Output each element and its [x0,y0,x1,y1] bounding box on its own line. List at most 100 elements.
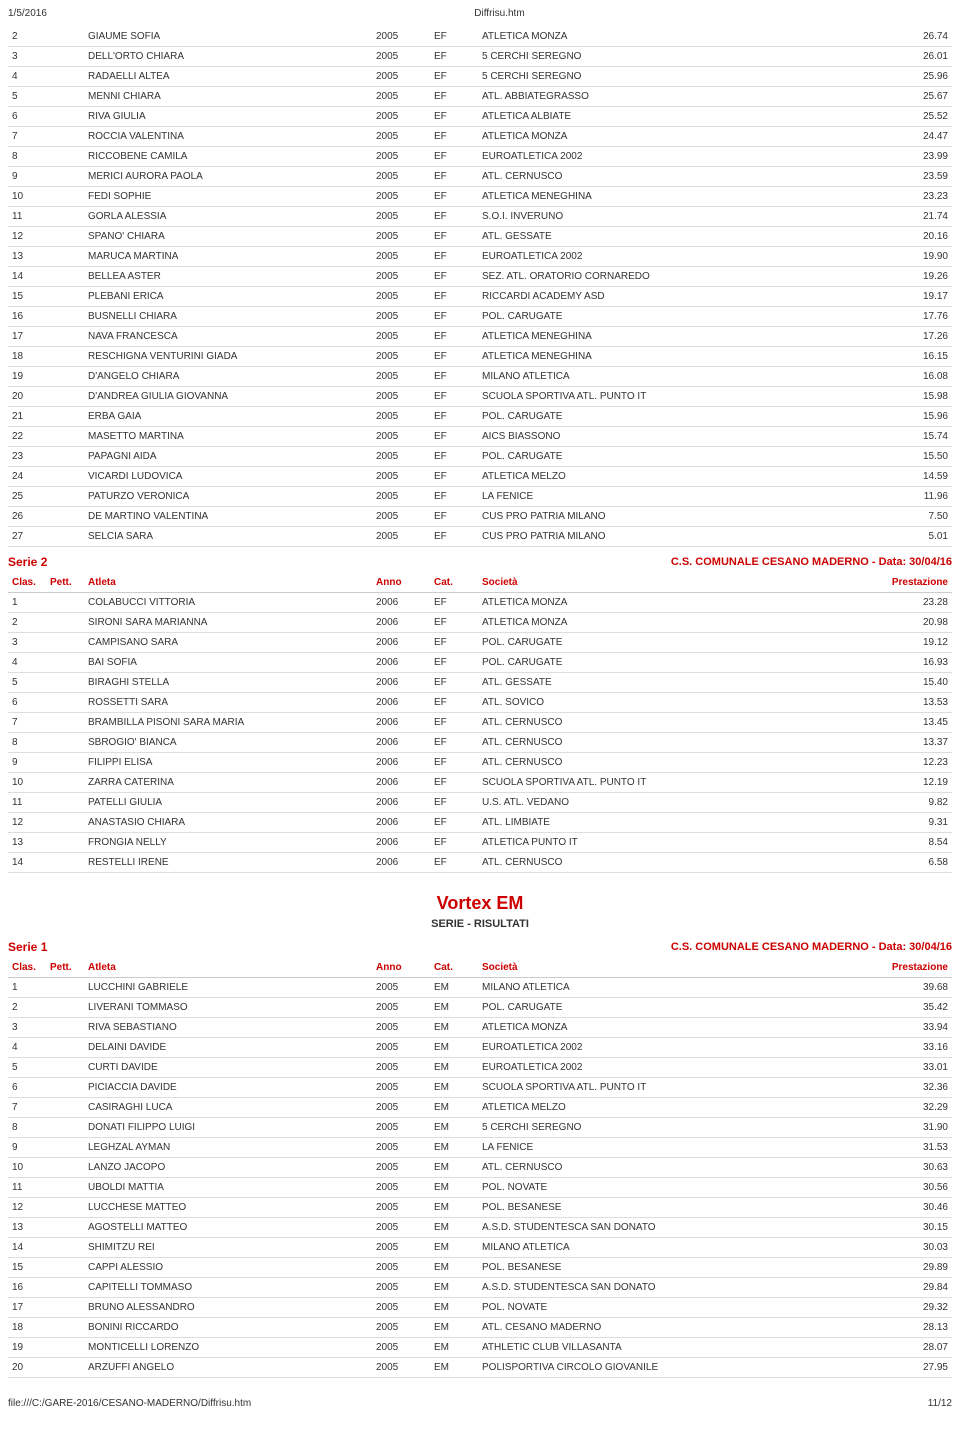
cell-prest: 32.36 [864,1078,952,1098]
cell-cat: EM [430,1358,478,1378]
cell-atleta: FILIPPI ELISA [84,753,372,773]
cell-clas: 2 [8,998,46,1018]
cell-atleta: CURTI DAVIDE [84,1058,372,1078]
cell-atleta: PAPAGNI AIDA [84,447,372,467]
cell-anno: 2005 [372,998,430,1018]
cell-anno: 2006 [372,833,430,853]
cell-prest: 39.68 [864,978,952,998]
cell-cat: EF [430,307,478,327]
cell-soc: EUROATLETICA 2002 [478,1038,864,1058]
cell-pett [46,167,84,187]
cell-clas: 2 [8,27,46,47]
cell-soc: SCUOLA SPORTIVA ATL. PUNTO IT [478,773,864,793]
cell-soc: MILANO ATLETICA [478,978,864,998]
cell-atleta: ERBA GAIA [84,407,372,427]
cell-clas: 3 [8,1018,46,1038]
cell-pett [46,1138,84,1158]
cell-prest: 17.26 [864,327,952,347]
cell-anno: 2005 [372,1018,430,1038]
cell-cat: EF [430,487,478,507]
cell-soc: ATLETICA MELZO [478,1098,864,1118]
cell-soc: ATL. CESANO MADERNO [478,1318,864,1338]
cell-soc: CUS PRO PATRIA MILANO [478,527,864,547]
cell-cat: EF [430,107,478,127]
cell-anno: 2005 [372,1218,430,1238]
column-header-anno: Anno [372,958,430,978]
cell-pett [46,487,84,507]
cell-atleta: FEDI SOPHIE [84,187,372,207]
column-header-clas: Clas. [8,958,46,978]
cell-anno: 2005 [372,1338,430,1358]
cell-prest: 7.50 [864,507,952,527]
column-header-cat: Cat. [430,958,478,978]
table-row: 26DE MARTINO VALENTINA2005EFCUS PRO PATR… [8,507,952,527]
table-row: 7BRAMBILLA PISONI SARA MARIA2006EFATL. C… [8,713,952,733]
cell-pett [46,247,84,267]
cell-anno: 2006 [372,813,430,833]
cell-clas: 5 [8,1058,46,1078]
cell-prest: 9.82 [864,793,952,813]
cell-atleta: LEGHZAL AYMAN [84,1138,372,1158]
column-header-clas: Clas. [8,573,46,593]
cell-prest: 25.52 [864,107,952,127]
cell-anno: 2005 [372,1138,430,1158]
cell-atleta: ROCCIA VALENTINA [84,127,372,147]
cell-soc: POL. CARUGATE [478,998,864,1018]
cell-soc: POL. BESANESE [478,1258,864,1278]
cell-anno: 2005 [372,407,430,427]
table-row: 4BAI SOFIA2006EFPOL. CARUGATE16.93 [8,653,952,673]
table-row: 9MERICI AURORA PAOLA2005EFATL. CERNUSCO2… [8,167,952,187]
cell-clas: 14 [8,1238,46,1258]
cell-atleta: FRONGIA NELLY [84,833,372,853]
table-row: 10ZARRA CATERINA2006EFSCUOLA SPORTIVA AT… [8,773,952,793]
table-row: 7CASIRAGHI LUCA2005EMATLETICA MELZO32.29 [8,1098,952,1118]
cell-soc: A.S.D. STUDENTESCA SAN DONATO [478,1278,864,1298]
cell-pett [46,1098,84,1118]
cell-atleta: DELL'ORTO CHIARA [84,47,372,67]
cell-cat: EM [430,1178,478,1198]
cell-clas: 13 [8,833,46,853]
cell-atleta: ZARRA CATERINA [84,773,372,793]
cell-clas: 27 [8,527,46,547]
cell-atleta: COLABUCCI VITTORIA [84,593,372,613]
table-row: 11PATELLI GIULIA2006EFU.S. ATL. VEDANO9.… [8,793,952,813]
cell-clas: 9 [8,167,46,187]
cell-atleta: ARZUFFI ANGELO [84,1358,372,1378]
cell-clas: 17 [8,1298,46,1318]
cell-anno: 2005 [372,247,430,267]
table-row: 12ANASTASIO CHIARA2006EFATL. LIMBIATE9.3… [8,813,952,833]
column-header-pett: Pett. [46,958,84,978]
cell-anno: 2005 [372,1278,430,1298]
table-row: 15CAPPI ALESSIO2005EMPOL. BESANESE29.89 [8,1258,952,1278]
cell-cat: EF [430,207,478,227]
cell-anno: 2005 [372,1058,430,1078]
cell-prest: 30.46 [864,1198,952,1218]
cell-clas: 6 [8,693,46,713]
cell-anno: 2005 [372,1178,430,1198]
cell-cat: EF [430,407,478,427]
cell-cat: EF [430,167,478,187]
cell-atleta: BAI SOFIA [84,653,372,673]
cell-atleta: RADAELLI ALTEA [84,67,372,87]
cell-soc: ATL. CERNUSCO [478,1158,864,1178]
cell-atleta: ROSSETTI SARA [84,693,372,713]
table-row: 24VICARDI LUDOVICA2005EFATLETICA MELZO14… [8,467,952,487]
cell-soc: ATL. CERNUSCO [478,753,864,773]
cell-pett [46,793,84,813]
cell-atleta: BRAMBILLA PISONI SARA MARIA [84,713,372,733]
cell-soc: 5 CERCHI SEREGNO [478,67,864,87]
cell-pett [46,107,84,127]
cell-prest: 28.13 [864,1318,952,1338]
cell-prest: 31.53 [864,1138,952,1158]
cell-prest: 6.58 [864,853,952,873]
cell-prest: 23.99 [864,147,952,167]
cell-anno: 2005 [372,1038,430,1058]
cell-pett [46,853,84,873]
cell-clas: 11 [8,793,46,813]
cell-anno: 2005 [372,127,430,147]
cell-atleta: PATURZO VERONICA [84,487,372,507]
cell-atleta: CAMPISANO SARA [84,633,372,653]
cell-clas: 20 [8,387,46,407]
cell-cat: EF [430,47,478,67]
cell-anno: 2005 [372,367,430,387]
